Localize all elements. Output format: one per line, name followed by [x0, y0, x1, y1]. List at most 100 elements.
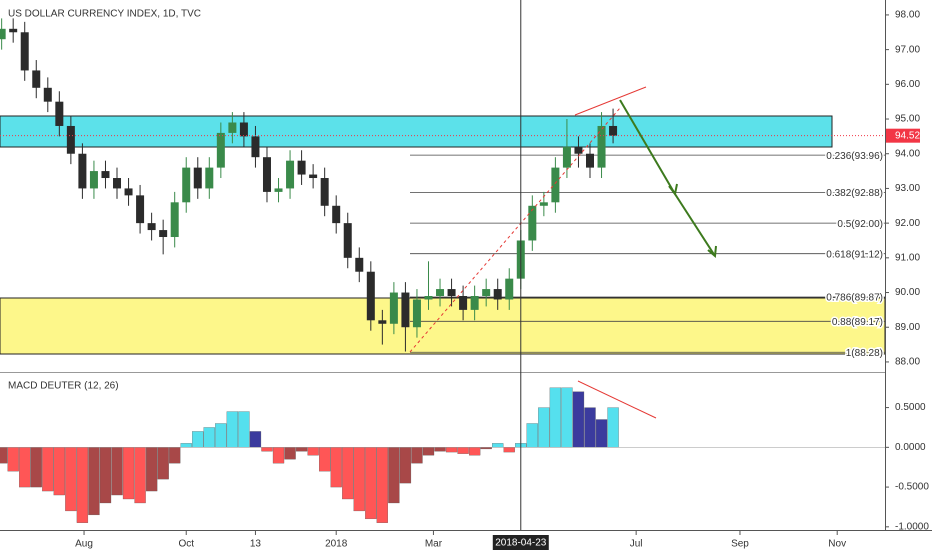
macd-bar: [249, 431, 262, 448]
candle-body: [539, 202, 548, 206]
macd-bar: [180, 443, 192, 448]
fib-label: 0.5(92.00): [837, 219, 883, 230]
candle-body: [32, 70, 41, 88]
candle-body: [147, 223, 156, 231]
candle-body: [332, 205, 341, 224]
macd-bar: [0, 447, 8, 464]
macd-bar: [561, 387, 573, 448]
x-tick-label: 13: [250, 539, 262, 550]
candle-body: [159, 230, 168, 238]
macd-bar: [526, 423, 538, 448]
macd-bar: [376, 447, 388, 523]
candle-body: [609, 125, 618, 136]
x-tick-label: Sep: [731, 539, 749, 550]
candle-body: [182, 167, 191, 203]
candle-body: [216, 132, 225, 168]
candle-body: [493, 289, 502, 300]
macd-bar: [145, 447, 158, 492]
macd-bar: [122, 447, 135, 500]
fib-label: 0.382(92.88): [826, 188, 883, 199]
candle-body: [424, 296, 433, 300]
macd-bar: [42, 447, 54, 492]
x-tick-label: 2018: [325, 539, 348, 550]
macd-bar: [19, 447, 31, 488]
macd-bar: [388, 447, 400, 504]
candle-body: [320, 178, 329, 206]
macd-bar: [272, 447, 285, 464]
candle-body: [586, 153, 594, 168]
macd-bar: [330, 447, 342, 488]
y-tick-label: -1.0000: [895, 521, 929, 532]
macd-bar: [319, 447, 331, 472]
macd-bar: [295, 447, 308, 452]
macd-bar: [434, 447, 446, 452]
candle-body: [574, 146, 583, 154]
candle-body: [55, 101, 64, 126]
x-tick-label: Nov: [828, 539, 846, 550]
macd-bar: [342, 447, 354, 500]
macd-bar: [284, 447, 296, 460]
candle-body: [470, 296, 479, 310]
crosshair-label-box: [492, 535, 549, 550]
candle-body: [309, 174, 318, 179]
macd-bar: [30, 447, 42, 488]
candle-body: [297, 160, 306, 175]
y-tick-label: 0.0000: [895, 442, 926, 453]
macd-bar: [169, 447, 181, 464]
y-tick-label: 88.00: [895, 357, 920, 368]
divergence-line: [574, 86, 647, 116]
candle-body: [251, 136, 260, 158]
macd-bar: [411, 447, 423, 464]
last-price-label: 94.52: [895, 130, 920, 141]
arrow-head: [668, 183, 717, 259]
candle-body: [205, 167, 214, 189]
candle-body: [170, 202, 179, 238]
indicator-title: MACD DEUTER (12, 26): [8, 381, 119, 392]
candle-body: [78, 153, 87, 189]
candle-body: [239, 122, 248, 137]
macd-bar: [203, 427, 215, 448]
macd-bar: [65, 447, 77, 512]
macd-bar: [538, 407, 550, 448]
candle-body: [262, 157, 271, 192]
y-tick-label: 90.00: [895, 287, 920, 298]
y-tick-label: -0.5000: [895, 482, 929, 493]
candle-body: [136, 195, 145, 224]
candle-body: [447, 289, 456, 297]
fib-label: 0.786(89.87): [826, 293, 883, 304]
macd-bar: [307, 447, 319, 456]
macd-bar: [76, 447, 89, 523]
macd-bar: [549, 387, 562, 448]
macd-bar: [492, 443, 504, 448]
macd-bar: [353, 447, 365, 512]
macd-bar: [111, 447, 123, 496]
candle-body: [482, 289, 491, 297]
fib-label: 0.618(91.12): [826, 249, 883, 260]
macd-bar: [584, 407, 596, 448]
macd-bar: [215, 423, 227, 448]
macd-bar: [468, 447, 481, 456]
y-tick-label: 91.00: [895, 252, 920, 263]
candle-body: [113, 178, 122, 189]
candle-body: [505, 278, 514, 300]
candle-body: [436, 289, 445, 297]
macd-bar: [607, 407, 619, 448]
plot-layer: [0, 18, 885, 523]
candle-body: [228, 122, 237, 133]
y-tick-label: 97.00: [895, 44, 920, 55]
chart-title: US DOLLAR CURRENCY INDEX, 1D, TVC: [8, 9, 201, 20]
macd-bar: [503, 447, 515, 453]
macd-bar: [445, 447, 458, 453]
candle-body: [401, 292, 410, 328]
candle-body: [66, 125, 75, 154]
crosshair-label: 2018-04-23: [495, 538, 547, 549]
macd-bar: [192, 431, 204, 448]
candle-body: [286, 160, 295, 189]
macd-bar: [157, 447, 169, 480]
fib-label: 1(88.28): [846, 348, 883, 359]
macd-bar: [238, 411, 250, 448]
y-tick-label: 93.00: [895, 183, 920, 194]
macd-divergence-line: [577, 380, 657, 419]
candle-body: [355, 257, 364, 272]
